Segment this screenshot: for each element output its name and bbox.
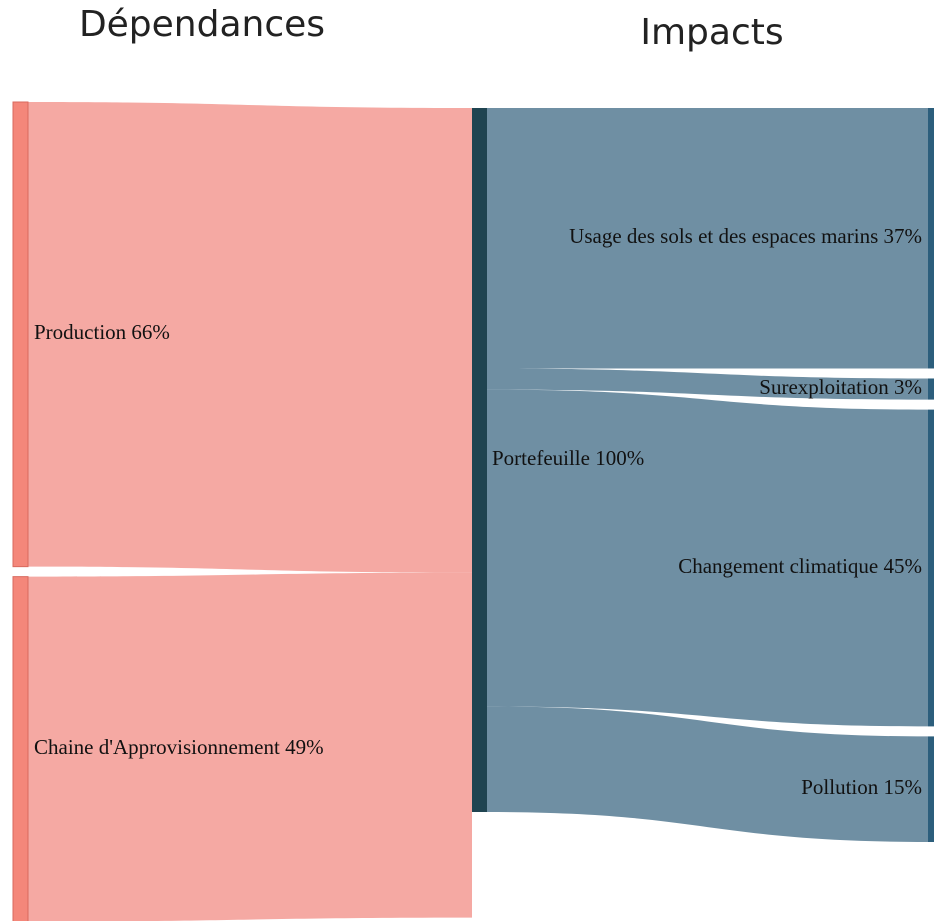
node bbox=[928, 409, 934, 727]
link bbox=[487, 389, 928, 727]
node bbox=[12, 576, 29, 921]
node bbox=[12, 101, 29, 568]
link bbox=[487, 368, 928, 400]
node bbox=[928, 108, 934, 369]
node bbox=[928, 378, 934, 400]
link bbox=[487, 706, 928, 842]
column-header: Impacts bbox=[640, 12, 783, 53]
node-label: Portefeuille 100% bbox=[492, 446, 644, 470]
link bbox=[487, 108, 928, 369]
node-label: Surexploitation 3% bbox=[759, 375, 922, 399]
node bbox=[472, 108, 487, 812]
node-label: Changement climatique 45% bbox=[678, 554, 922, 578]
node bbox=[928, 736, 934, 842]
node-label: Usage des sols et des espaces marins 37% bbox=[569, 224, 922, 248]
node-label: Chaine d'Approvisionnement 49% bbox=[34, 735, 324, 759]
column-header: Dépendances bbox=[79, 4, 325, 45]
link bbox=[28, 572, 472, 921]
node-label: Production 66% bbox=[34, 320, 170, 344]
node-label: Pollution 15% bbox=[801, 775, 922, 799]
link bbox=[28, 102, 472, 573]
links bbox=[28, 102, 928, 921]
